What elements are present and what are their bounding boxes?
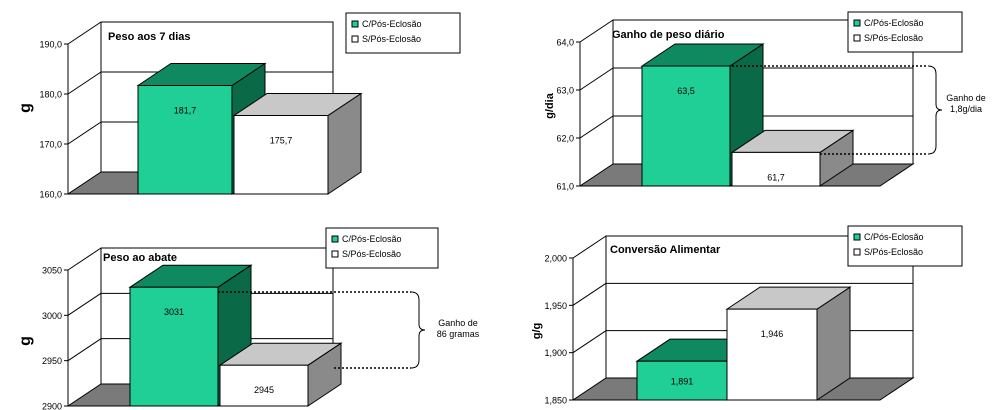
data-label: 63,5: [677, 86, 695, 96]
y-tick-label: 160,0: [39, 190, 62, 200]
legend-swatch: [853, 248, 861, 256]
legend-box: [345, 12, 461, 54]
legend-swatch: [351, 35, 359, 43]
annotation: Ganho de 1,8g/dia: [732, 65, 986, 155]
bar-front: [731, 151, 821, 187]
legend-label: S/Pós-Eclosão: [864, 33, 923, 43]
y-axis-label: g/g: [531, 323, 543, 340]
bar: [136, 62, 267, 195]
y-tick-label: 180,0: [39, 90, 62, 100]
gridline-depth: [67, 21, 102, 45]
chart-panel: 61,0 62,0 63,0 64,0 63,5 61,7 Ganho de peso di…: [544, 11, 986, 192]
data-label: 1,891: [671, 377, 694, 387]
y-tick-label: 1,850: [544, 396, 567, 406]
annotation-brace: [927, 65, 943, 155]
legend-label: S/Pós-Eclosão: [342, 249, 401, 259]
data-label: 61,7: [767, 172, 785, 182]
y-tick-label: 3050: [42, 266, 62, 276]
legend: C/Pós-Eclosão S/Pós-Eclosão: [847, 11, 963, 53]
annotation-brace: [410, 291, 426, 369]
legend-label: C/Pós-Eclosão: [362, 19, 422, 29]
legend-label: S/Pós-Eclosão: [864, 247, 923, 257]
gridline-depth: [579, 19, 614, 43]
y-tick-label: 170,0: [39, 140, 62, 150]
y-tick-label: 61,0: [556, 182, 574, 192]
y-tick-label: 64,0: [556, 38, 574, 48]
chart-title: Ganho de peso diário: [612, 29, 725, 41]
legend: C/Pós-Eclosão S/Pós-Eclosão: [345, 12, 461, 54]
y-axis-label: g: [17, 336, 34, 346]
legend: C/Pós-Eclosão S/Pós-Eclosão: [325, 227, 439, 269]
gridline-depth: [572, 330, 607, 354]
chart-panel: 2900 2950 3000 3050 3031 2945 Peso ao abate g C/…: [17, 227, 480, 410]
legend-box: [847, 11, 963, 53]
annotation-text: Ganho de 86 gramas: [437, 318, 480, 339]
legend: C/Pós-Eclosão S/Pós-Eclosão: [847, 225, 963, 267]
y-tick-label: 1,900: [544, 348, 567, 358]
legend-swatch: [853, 19, 861, 27]
legend-label: C/Pós-Eclosão: [864, 232, 924, 242]
gridline-depth: [572, 282, 607, 306]
legend-label: C/Pós-Eclosão: [342, 234, 402, 244]
gridline-depth: [579, 115, 614, 139]
legend-swatch: [853, 34, 861, 42]
bar: [232, 92, 363, 195]
bar: [725, 286, 852, 401]
gridline-depth: [579, 67, 614, 91]
bar-front: [233, 115, 329, 195]
data-label: 2945: [254, 385, 274, 395]
legend-swatch: [331, 235, 339, 243]
y-tick-label: 63,0: [556, 86, 574, 96]
chart-title: Conversão Alimentar: [610, 244, 721, 256]
bar-front: [137, 85, 233, 195]
bar-front: [641, 65, 731, 187]
gridline-depth: [67, 71, 102, 95]
chart-panel: 1,850 1,900 1,950 2,000 1,891 1,946 Conversão …: [531, 225, 963, 406]
bar-front: [219, 364, 309, 407]
bar: [730, 129, 855, 187]
chart-title: Peso ao abate: [103, 252, 177, 264]
data-label: 181,7: [174, 106, 197, 116]
legend-swatch: [351, 20, 359, 28]
annotation-text: Ganho de 1,8g/dia: [946, 93, 986, 114]
y-axis-label: g: [17, 103, 34, 113]
legend-swatch: [853, 233, 861, 241]
bar: [640, 43, 765, 187]
annotation: Ganho de 86 gramas: [218, 291, 480, 369]
bar-front: [636, 360, 728, 401]
gridline-depth: [67, 121, 102, 145]
gridline-depth: [67, 247, 102, 271]
bar-front: [726, 308, 818, 401]
bar-front: [129, 286, 219, 407]
chart-panel: 160,0 170,0 180,0 190,0 181,7 175,7 Peso aos 7…: [17, 12, 461, 200]
y-tick-label: 1,950: [544, 301, 567, 311]
legend-label: S/Pós-Eclosão: [362, 34, 421, 44]
y-tick-label: 3000: [42, 311, 62, 321]
chart-title: Peso aos 7 dias: [108, 31, 191, 43]
legend-swatch: [331, 250, 339, 258]
y-tick-label: 2900: [42, 402, 62, 410]
gridline-depth: [572, 235, 607, 259]
data-label: 3031: [164, 307, 184, 317]
y-axis-label: g/dia: [544, 92, 556, 119]
y-tick-label: 62,0: [556, 134, 574, 144]
data-label: 175,7: [270, 136, 293, 146]
y-tick-label: 2950: [42, 356, 62, 366]
legend-label: C/Pós-Eclosão: [864, 18, 924, 28]
gridline-depth: [67, 292, 102, 316]
data-label: 1,946: [761, 329, 784, 339]
y-tick-label: 2,000: [544, 254, 567, 264]
legend-box: [847, 225, 963, 267]
y-tick-label: 190,0: [39, 40, 62, 50]
gridline-depth: [67, 338, 102, 362]
bar: [218, 342, 343, 407]
legend-box: [325, 227, 439, 269]
